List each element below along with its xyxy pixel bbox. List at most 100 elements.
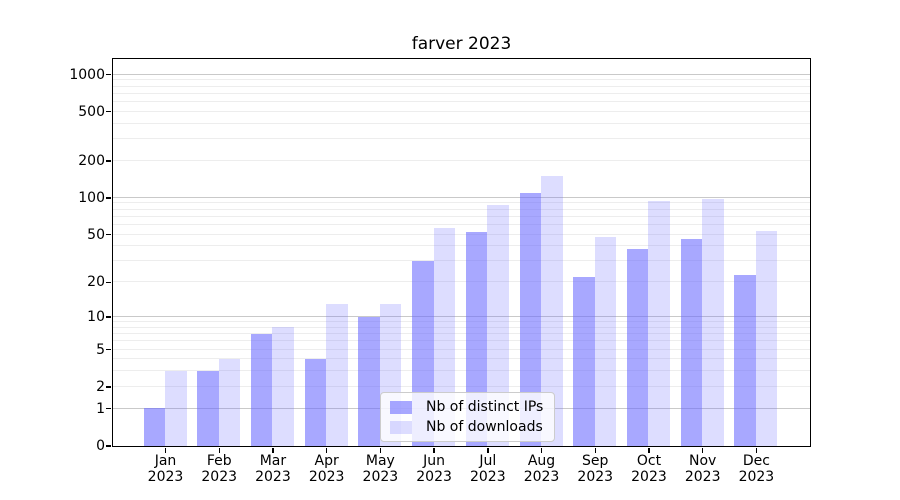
bar-downloads-jun	[433, 228, 456, 446]
x-tick-year: 2023	[631, 469, 667, 485]
y-tick-label: 20	[87, 274, 105, 291]
x-tick-year: 2023	[362, 469, 399, 485]
x-tick-month: Jul	[479, 453, 497, 469]
major-gridline	[112, 73, 810, 75]
x-tick-month: Apr	[314, 453, 339, 469]
x-tick-mark	[164, 447, 167, 453]
x-tick-label-nov: Nov 2023	[671, 453, 735, 485]
chart-title: farver 2023	[411, 34, 512, 54]
x-tick-year: 2023	[577, 469, 614, 485]
legend-label-downloads: Nb of downloads	[426, 419, 543, 435]
y-tick-mark	[106, 316, 111, 318]
x-tick-month: Dec	[742, 453, 770, 469]
bar-downloads-sep	[594, 237, 617, 446]
x-tick-mark	[487, 447, 489, 453]
x-tick-year: 2023	[523, 469, 560, 485]
x-tick-mark	[594, 447, 596, 453]
x-tick-label-sep: Sep 2023	[563, 453, 627, 485]
x-tick-label-dec: Dec 2023	[724, 453, 788, 485]
x-tick-year: 2023	[147, 469, 184, 485]
y-tick-label: 1	[96, 400, 105, 417]
bar-downloads-feb	[218, 358, 241, 446]
y-tick-label: 5	[96, 341, 105, 358]
minor-gridline	[112, 79, 810, 81]
bar-distinct-ips-nov	[680, 238, 703, 446]
y-tick-label: 2	[96, 378, 105, 395]
bar-distinct-ips-sep	[573, 276, 595, 446]
x-tick-label-may: May 2023	[348, 453, 412, 485]
y-tick-mark	[106, 386, 111, 388]
x-tick-mark	[272, 447, 274, 453]
y-tick-label: 1000	[69, 66, 105, 83]
downloads-swatch	[390, 420, 412, 434]
bar-downloads-aug	[541, 176, 563, 446]
x-tick-mark	[218, 447, 220, 453]
y-tick-mark	[106, 160, 111, 162]
x-tick-year: 2023	[308, 469, 345, 485]
y-tick-label: 10	[87, 309, 105, 326]
x-tick-mark	[379, 447, 382, 453]
minor-gridline	[112, 92, 810, 94]
y-tick-label: 100	[78, 189, 105, 206]
bar-distinct-ips-may	[358, 316, 380, 446]
minor-gridline	[112, 159, 810, 161]
x-tick-month: Feb	[206, 453, 232, 469]
x-tick-mark	[648, 447, 650, 453]
y-tick-mark	[106, 445, 111, 447]
minor-gridline	[112, 358, 810, 360]
x-tick-mark	[755, 447, 758, 453]
minor-gridline	[112, 110, 810, 112]
plot-area	[111, 57, 811, 447]
distinct-ips-swatch	[390, 400, 412, 414]
bar-distinct-ips-feb	[197, 370, 219, 446]
bar-downloads-apr	[326, 303, 348, 446]
x-tick-month: Jun	[423, 453, 446, 469]
x-tick-label-jan: Jan 2023	[134, 453, 198, 485]
x-tick-mark	[540, 447, 543, 453]
bar-downloads-nov	[702, 199, 724, 446]
minor-gridline	[112, 85, 810, 87]
y-tick-mark	[106, 348, 111, 351]
minor-gridline	[112, 245, 810, 247]
x-tick-mark	[325, 447, 328, 453]
minor-gridline	[112, 385, 810, 387]
y-tick-mark	[106, 408, 111, 410]
major-gridline	[112, 316, 810, 318]
x-tick-year: 2023	[684, 469, 721, 485]
x-tick-mark	[433, 447, 435, 453]
x-tick-label-jun: Jun 2023	[402, 453, 466, 485]
bar-downloads-dec	[755, 231, 778, 446]
x-tick-month: Sep	[582, 453, 609, 469]
minor-gridline	[112, 370, 810, 372]
x-tick-label-jul: Jul 2023	[456, 453, 520, 485]
bar-distinct-ips-jan	[143, 408, 165, 446]
y-tick-mark	[106, 233, 111, 236]
x-tick-year: 2023	[416, 469, 452, 485]
minor-gridline	[112, 321, 810, 323]
minor-gridline	[112, 281, 810, 283]
minor-gridline	[112, 340, 810, 342]
x-tick-year: 2023	[738, 469, 775, 485]
x-tick-label-mar: Mar 2023	[241, 453, 305, 485]
minor-gridline	[112, 100, 810, 102]
x-tick-month: Jan	[154, 453, 177, 469]
minor-gridline	[112, 223, 810, 225]
x-tick-year: 2023	[201, 469, 238, 485]
minor-gridline	[112, 138, 810, 140]
x-tick-month: Nov	[689, 453, 717, 469]
bar-distinct-ips-mar	[250, 333, 273, 446]
minor-gridline	[112, 233, 810, 235]
x-tick-label-feb: Feb 2023	[187, 453, 251, 485]
x-tick-month: Aug	[527, 453, 556, 469]
minor-gridline	[112, 260, 810, 262]
x-tick-label-aug: Aug 2023	[510, 453, 574, 485]
x-tick-month: May	[365, 453, 395, 469]
major-gridline	[112, 196, 810, 198]
legend: Nb of distinct IPs Nb of downloads	[380, 392, 556, 442]
y-tick-mark	[106, 281, 111, 283]
minor-gridline	[112, 333, 810, 335]
y-tick-mark	[106, 73, 111, 76]
x-tick-month: Oct	[636, 453, 662, 469]
bar-downloads-jul	[487, 205, 509, 446]
